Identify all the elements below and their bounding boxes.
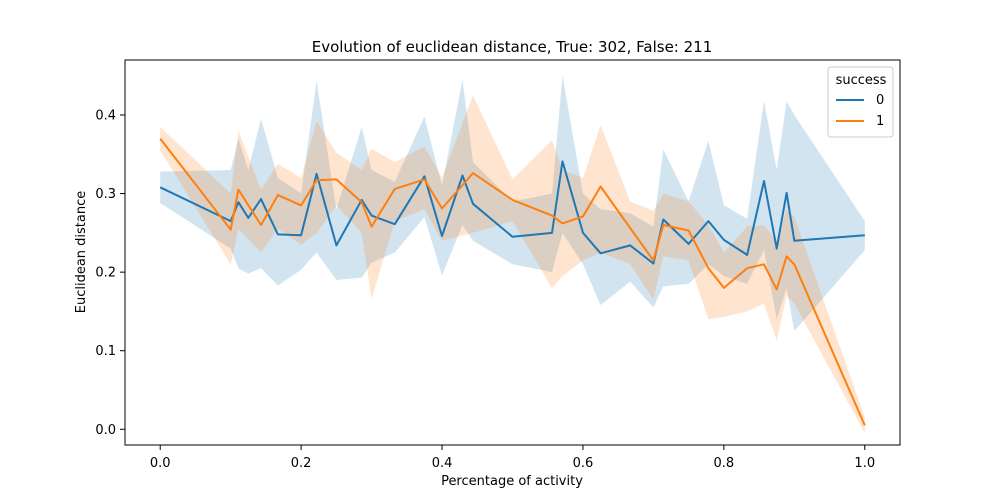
legend: success 0 1 — [827, 66, 894, 138]
x-axis-label: Percentage of activity — [441, 474, 583, 489]
x-tick-label: 0.0 — [150, 456, 171, 471]
y-axis-ticks: 0.0 0.1 0.2 0.3 0.4 — [95, 109, 125, 438]
x-tick-label: 0.8 — [714, 456, 735, 471]
line-series-1 — [159, 137, 866, 426]
confidence-band-series-0 — [160, 75, 865, 332]
line-series-0 — [159, 160, 865, 265]
y-axis-label: Euclidean distance — [74, 191, 89, 314]
legend-title: success — [836, 73, 887, 88]
y-tick-label: 0.4 — [95, 109, 116, 124]
series-lines — [159, 137, 866, 426]
y-tick-label: 0.3 — [95, 187, 116, 202]
legend-box — [827, 66, 894, 138]
chart-title: Evolution of euclidean distance, True: 3… — [312, 38, 713, 56]
y-tick-label: 0.0 — [95, 423, 116, 438]
x-tick-label: 0.2 — [291, 456, 312, 471]
y-tick-label: 0.1 — [95, 344, 116, 359]
x-tick-label: 1.0 — [854, 456, 875, 471]
legend-label-1: 1 — [876, 114, 884, 129]
y-tick-label: 0.2 — [95, 266, 116, 281]
plot-frame — [124, 59, 901, 446]
legend-label-0: 0 — [876, 93, 884, 108]
x-axis-ticks: 0.0 0.2 0.4 0.6 0.8 1.0 — [150, 445, 875, 471]
x-tick-label: 0.6 — [573, 456, 594, 471]
x-tick-label: 0.4 — [432, 456, 453, 471]
confidence-bands — [160, 75, 865, 434]
